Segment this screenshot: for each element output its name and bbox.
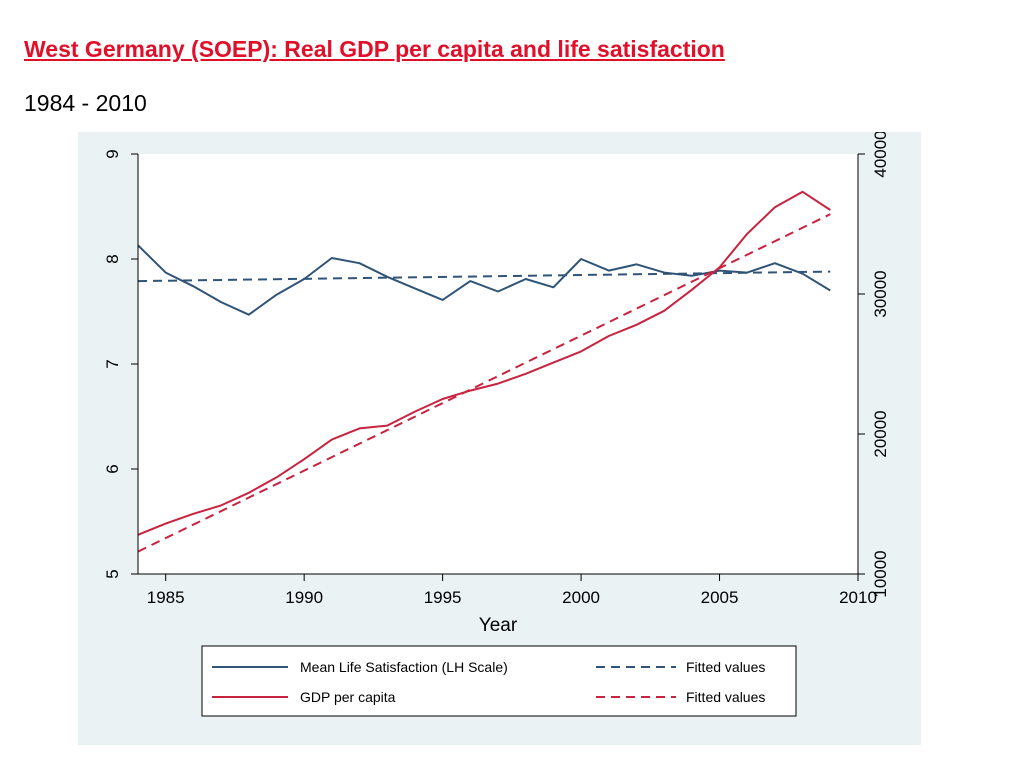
y-right-tick-label: 10000: [871, 550, 890, 597]
x-tick-label: 2010: [839, 588, 877, 607]
legend-label-life-satisfaction: Mean Life Satisfaction (LH Scale): [300, 659, 508, 675]
series-fitted-life: [137, 270, 831, 283]
series-layer: [137, 190, 831, 553]
series-fitted-gdp: [137, 213, 831, 553]
x-tick-label: 1985: [147, 588, 185, 607]
x-tick-label: 1995: [424, 588, 462, 607]
legend: Mean Life Satisfaction (LH Scale) Fitted…: [201, 645, 797, 717]
legend-label-fitted-gdp: Fitted values: [686, 689, 765, 705]
series-gdp: [137, 190, 831, 536]
slide-subtitle: 1984 - 2010: [24, 90, 147, 116]
chart-svg: 1985 1990 1995 2000 2005 2010 5 6 7 8 9 10000 20000 3…: [78, 132, 921, 745]
legend-box: [201, 645, 797, 717]
x-tick-label: 2000: [562, 588, 600, 607]
slide-title: West Germany (SOEP): Real GDP per capita…: [24, 36, 725, 62]
legend-label-gdp: GDP per capita: [300, 689, 396, 705]
chart-panel: 1985 1990 1995 2000 2005 2010 5 6 7 8 9 10000 20000 3…: [78, 132, 921, 745]
y-right-tick-label: 20000: [871, 410, 890, 457]
y-left-tick-label: 5: [103, 569, 122, 578]
y-left-tick-label: 7: [103, 359, 122, 368]
axes-layer: 1985 1990 1995 2000 2005 2010 5 6 7 8 9 10000 20000 3…: [103, 132, 890, 607]
x-tick-label: 1990: [285, 588, 323, 607]
y-left-tick-label: 9: [103, 149, 122, 158]
y-left-tick-label: 6: [103, 464, 122, 473]
plot-area: [138, 154, 858, 574]
y-left-tick-label: 8: [103, 254, 122, 263]
x-axis-title: Year: [479, 615, 518, 636]
y-right-tick-label: 30000: [871, 270, 890, 317]
y-right-tick-label: 40000: [871, 132, 890, 178]
legend-label-fitted-life: Fitted values: [686, 659, 765, 675]
x-tick-label: 2005: [701, 588, 739, 607]
